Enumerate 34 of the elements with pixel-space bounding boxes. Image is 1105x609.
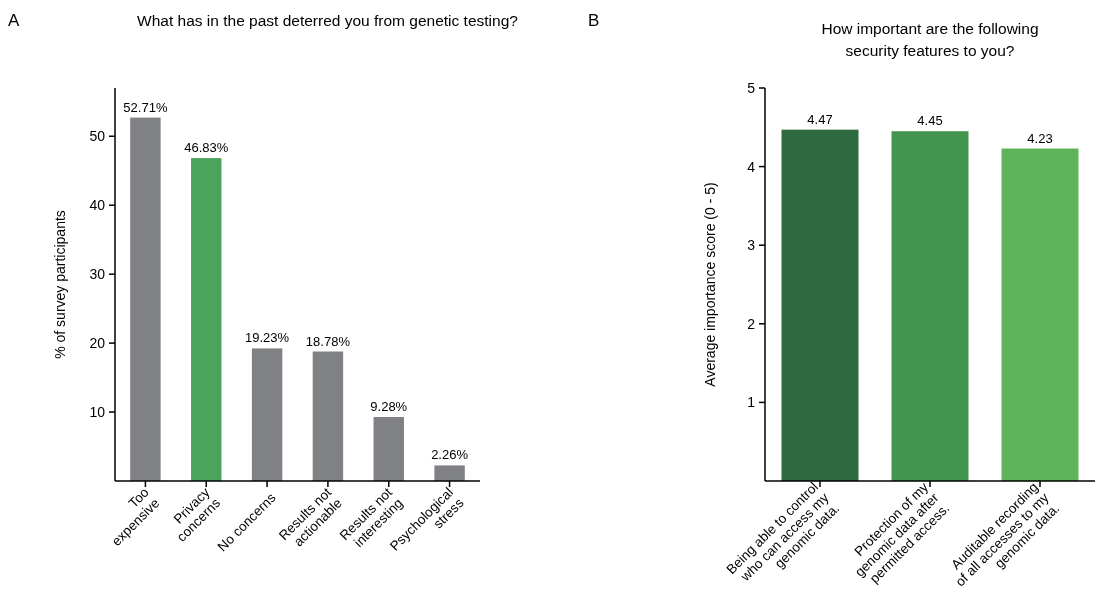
- y-tick-label: 10: [89, 403, 106, 420]
- bar: [373, 417, 404, 481]
- y-axis-title: Average importance score (0 - 5): [702, 182, 718, 387]
- y-tick-label: 50: [89, 128, 106, 145]
- data-label: 2.26%: [431, 447, 469, 463]
- y-tick-label: 40: [89, 197, 106, 214]
- y-tick-label: 30: [89, 266, 106, 283]
- bar: [1001, 148, 1079, 481]
- chart-title: What has in the past deterred you from genetic testing?: [137, 12, 519, 29]
- bar: [191, 158, 222, 481]
- data-label: 4.45: [917, 113, 943, 129]
- data-label: 4.23: [1027, 130, 1053, 146]
- data-label: 4.47: [807, 111, 833, 127]
- y-tick-label: 5: [747, 79, 756, 96]
- data-label: 19.23%: [245, 330, 290, 346]
- y-tick-label: 2: [747, 315, 756, 332]
- data-label: 9.28%: [370, 399, 408, 415]
- bar: [130, 117, 161, 481]
- y-axis-title: % of survey participants: [52, 210, 68, 359]
- text: A: [8, 11, 20, 30]
- y-tick-label: 20: [89, 335, 106, 352]
- bar: [781, 129, 859, 481]
- bar: [434, 465, 465, 481]
- data-label: 52.71%: [123, 99, 168, 115]
- bar: [312, 351, 344, 481]
- y-tick-label: 4: [747, 158, 756, 175]
- y-tick-label: 3: [747, 237, 756, 254]
- bar: [251, 348, 283, 481]
- bar: [891, 131, 969, 481]
- data-label: 18.78%: [305, 333, 351, 349]
- data-label: 46.83%: [184, 140, 229, 156]
- text: B: [588, 11, 600, 30]
- chart-title: How important are the following security features to you?: [821, 20, 1039, 59]
- y-tick-label: 1: [747, 394, 756, 411]
